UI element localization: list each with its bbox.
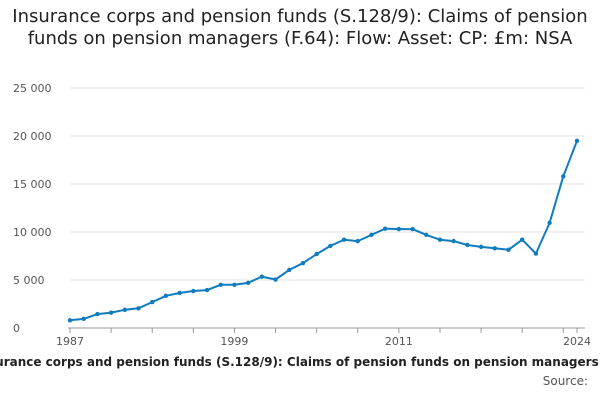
x-axis-caption: Insurance corps and pension funds (S.128… bbox=[0, 355, 600, 369]
data-point bbox=[519, 237, 525, 242]
data-point bbox=[574, 138, 580, 143]
data-point bbox=[108, 310, 114, 315]
data-point bbox=[314, 251, 319, 257]
data-point bbox=[150, 299, 155, 305]
data-point bbox=[424, 232, 429, 238]
data-point bbox=[67, 318, 73, 323]
data-point bbox=[287, 267, 292, 273]
x-tick-label: 1999 bbox=[220, 335, 248, 348]
data-point bbox=[218, 282, 223, 287]
y-tick-label: 5 000 bbox=[13, 274, 45, 287]
data-point bbox=[300, 261, 306, 266]
data-point bbox=[382, 226, 388, 231]
data-point bbox=[492, 246, 497, 251]
data-point bbox=[259, 274, 265, 279]
data-point bbox=[232, 282, 237, 287]
data-point bbox=[506, 247, 511, 252]
data-series bbox=[67, 138, 580, 323]
data-point bbox=[396, 226, 402, 232]
data-point bbox=[410, 226, 415, 232]
data-point bbox=[478, 244, 484, 250]
x-tick-labels: 1987 1999 2011 2024 bbox=[56, 335, 591, 348]
data-point bbox=[465, 242, 470, 248]
data-point bbox=[328, 243, 333, 249]
y-tick-label: 25 000 bbox=[13, 82, 52, 95]
y-tick-label: 10 000 bbox=[13, 226, 52, 239]
data-point bbox=[273, 277, 278, 282]
data-point bbox=[533, 251, 539, 256]
data-point bbox=[136, 306, 141, 311]
data-point bbox=[341, 237, 347, 242]
axes bbox=[68, 327, 585, 333]
data-point bbox=[191, 288, 196, 294]
data-point bbox=[561, 174, 566, 179]
data-point bbox=[547, 220, 552, 226]
data-point bbox=[437, 237, 443, 242]
y-tick-label: 15 000 bbox=[13, 178, 52, 191]
x-tick-label: 2011 bbox=[385, 335, 413, 348]
x-tick-label: 1987 bbox=[56, 335, 84, 348]
series-line bbox=[69, 140, 578, 322]
data-point bbox=[204, 287, 210, 293]
data-point bbox=[163, 293, 169, 299]
chart-title: Insurance corps and pension funds (S.128… bbox=[12, 6, 588, 49]
y-tick-labels: 0 5 000 10 000 15 000 20 000 25 000 bbox=[13, 82, 52, 335]
data-point bbox=[451, 238, 456, 244]
data-point bbox=[245, 280, 251, 286]
data-point bbox=[355, 238, 360, 244]
source-label: Source: bbox=[542, 374, 588, 388]
data-point bbox=[122, 307, 128, 312]
data-point bbox=[177, 290, 182, 296]
y-tick-label: 0 bbox=[13, 322, 20, 335]
grid-lines bbox=[70, 87, 585, 281]
x-axis-label: Insurance corps and pension funds (S.128… bbox=[0, 355, 600, 369]
x-tick-label: 2024 bbox=[563, 335, 591, 348]
y-tick-label: 20 000 bbox=[13, 130, 52, 143]
data-point bbox=[369, 232, 374, 238]
data-point bbox=[95, 311, 100, 317]
data-point bbox=[81, 316, 86, 322]
